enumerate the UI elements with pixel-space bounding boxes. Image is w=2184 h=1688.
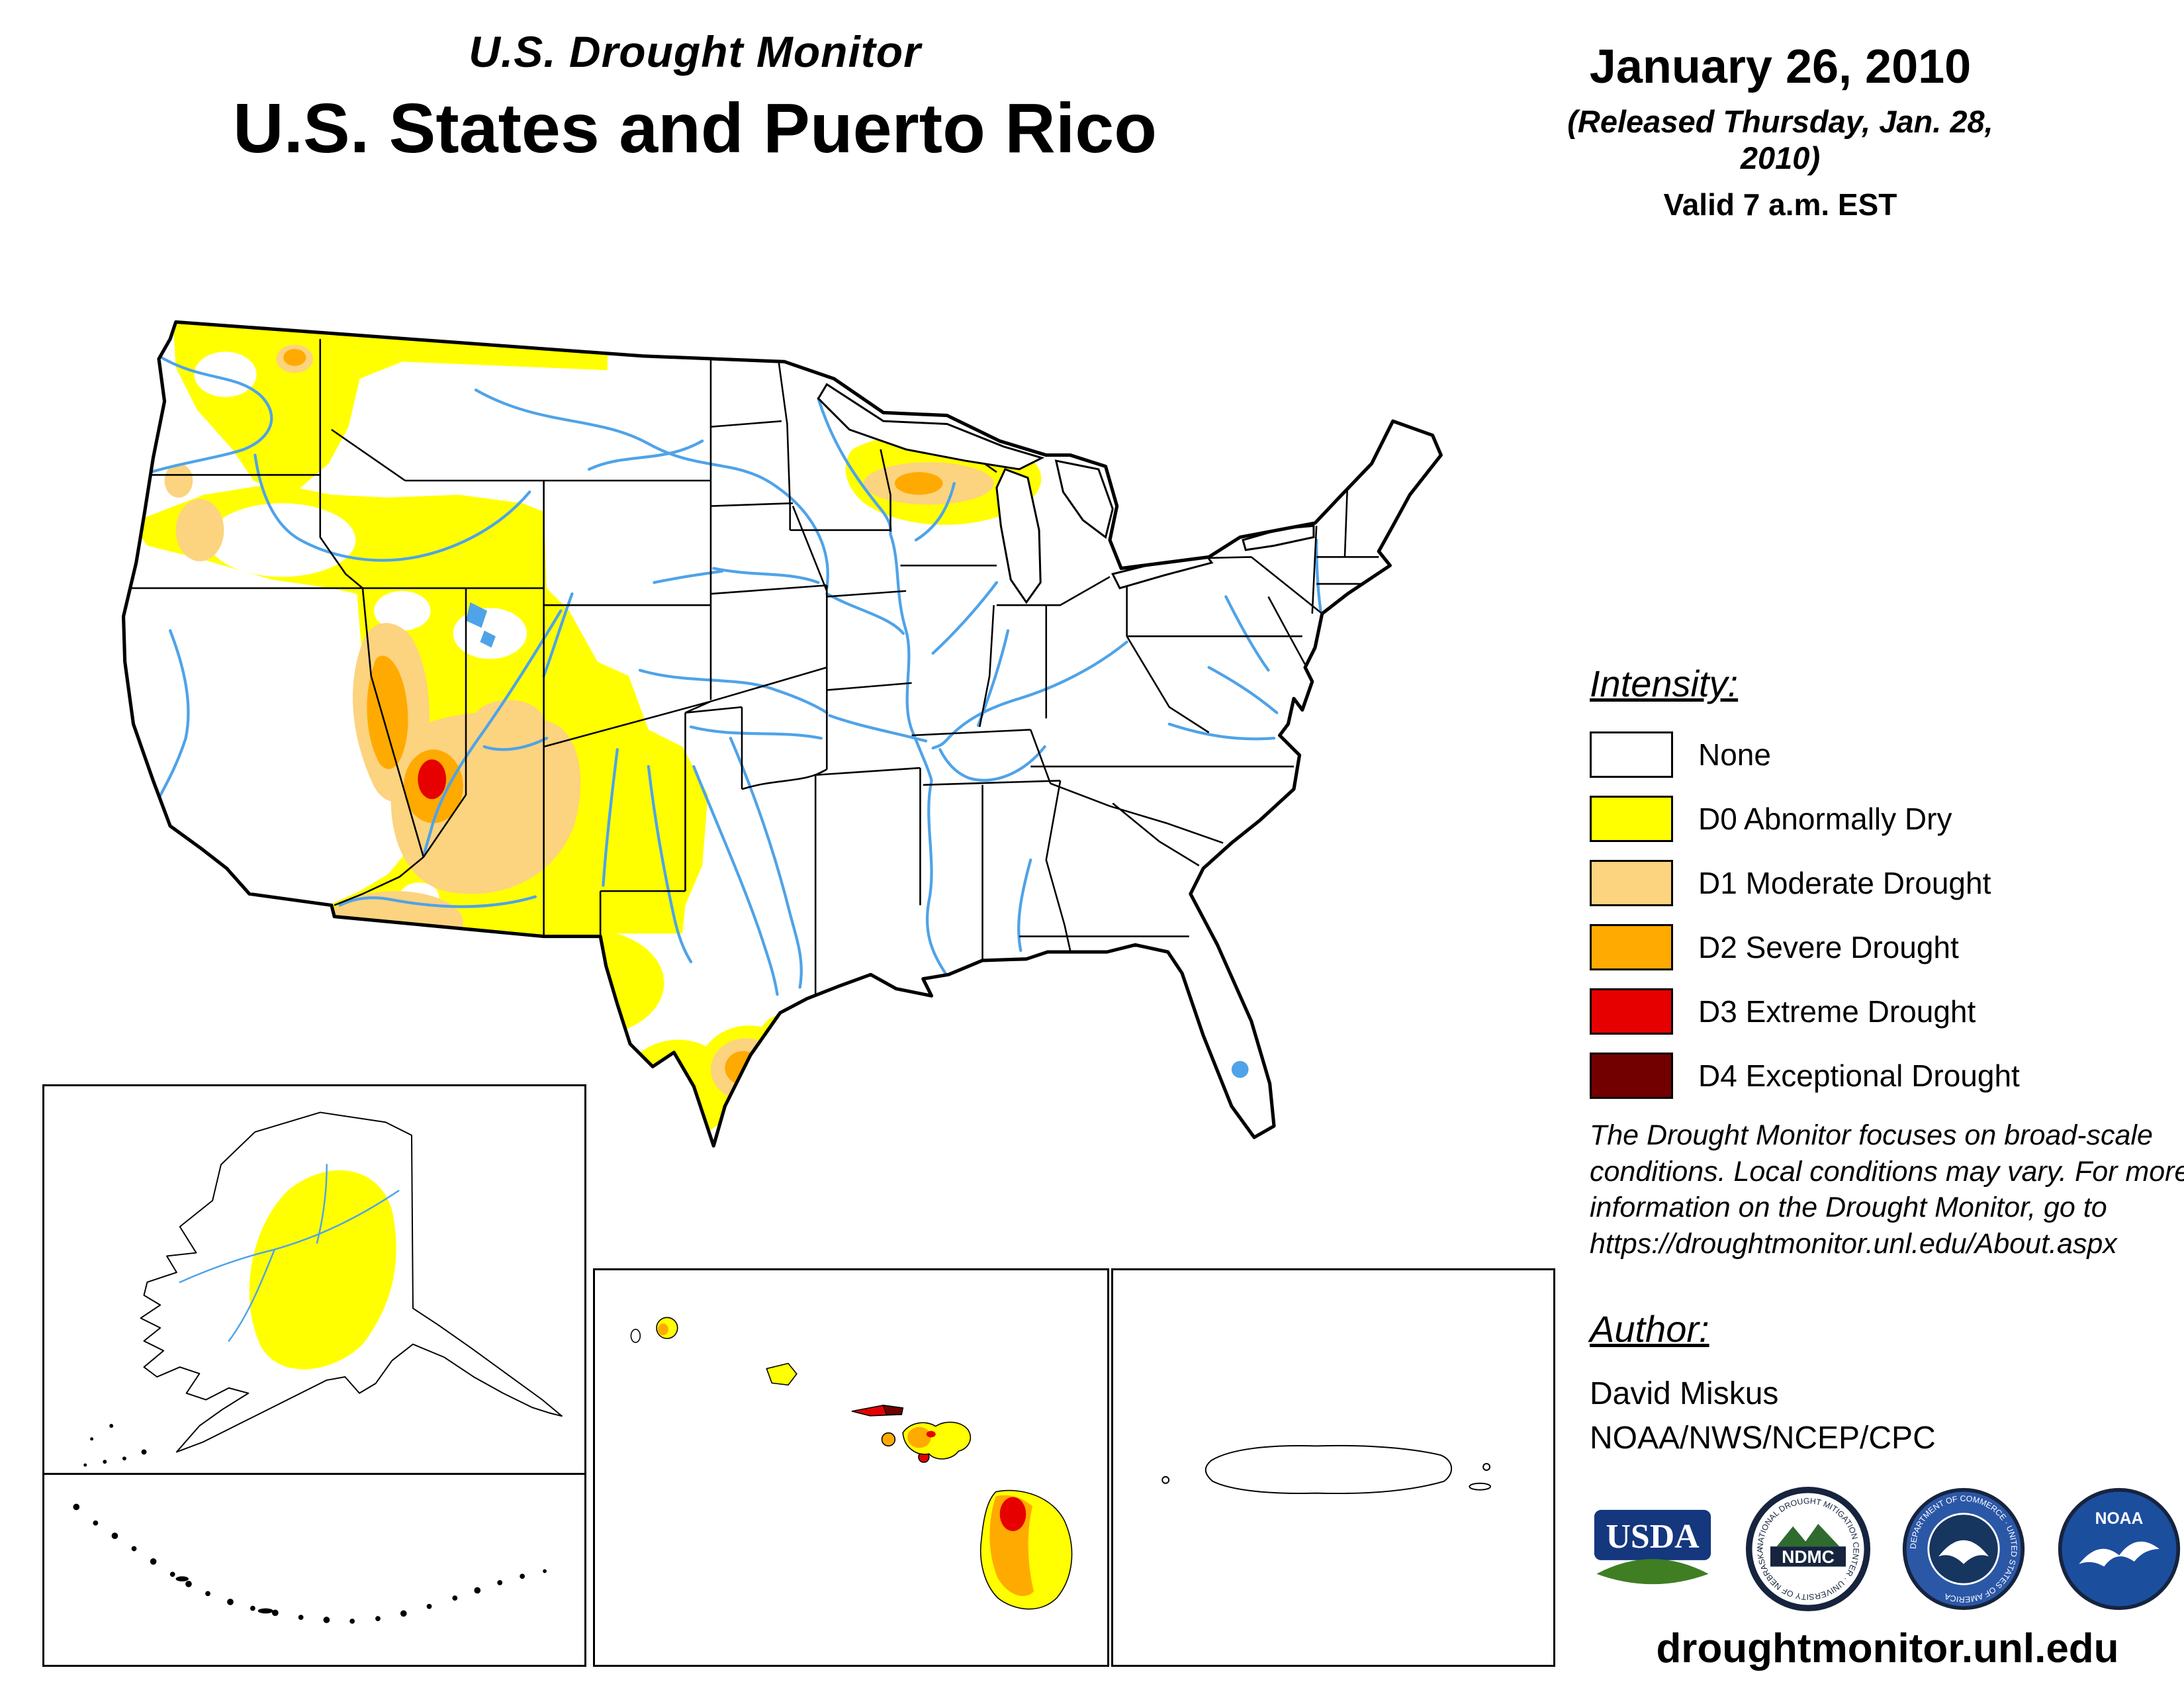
island-mona [1161, 1476, 1170, 1484]
legend-swatch-d1 [1590, 860, 1673, 906]
legend-item-none: None [1590, 731, 2184, 778]
island-lanai [881, 1432, 896, 1447]
d2-region-nevada [367, 655, 408, 769]
d2-region-wisconsin [894, 472, 943, 495]
released-date: (Released Thursday, Jan. 28, 2010) [1567, 104, 1993, 175]
map-date: January 26, 2010 [1589, 40, 1972, 93]
d1-region-northwest-oregon [164, 463, 193, 498]
lake-huron [1054, 459, 1114, 539]
legend-heading: Intensity: [1590, 663, 1739, 704]
puerto-rico-map [1161, 1444, 1491, 1495]
lake-okeechobee [1231, 1060, 1249, 1078]
legend-swatch-d2 [1590, 924, 1673, 970]
legend-item-d1: D1 Moderate Drought [1590, 860, 2184, 906]
island-niihau [630, 1329, 641, 1343]
legend-swatch-d4 [1590, 1053, 1673, 1099]
author-heading: Author: [1590, 1308, 1709, 1350]
aleutians-inset [42, 1473, 586, 1667]
island-puerto-rico [1205, 1444, 1452, 1495]
hawaii-map [630, 1317, 1073, 1610]
svg-text:NDMC: NDMC [1782, 1547, 1835, 1567]
alaska-map [83, 1111, 563, 1467]
d0-region-texas-coast [750, 1015, 807, 1129]
lake-superior [817, 383, 1045, 471]
noaa-logo: NOAA [2058, 1487, 2181, 1611]
lake-michigan [995, 467, 1042, 604]
kauai-d2-spot [658, 1323, 668, 1336]
maui-d2-area [907, 1427, 931, 1448]
alaska-outline [140, 1111, 563, 1453]
author-block: Author: David Miskus NOAA/NWS/NCEP/CPC [1590, 1307, 2184, 1456]
alaska-inset [42, 1084, 586, 1475]
d1-region-texas-coast [756, 1063, 790, 1115]
date-block: January 26, 2010 (Released Thursday, Jan… [1542, 40, 2019, 222]
great-salt-lake [466, 602, 488, 628]
d1-region-south-utah [473, 700, 544, 743]
logo-row: USDA NATIONAL DROUGHT MITIGATION CENTER … [1590, 1483, 2184, 1615]
d0-region-west-texas [508, 929, 664, 1037]
legend: Intensity: None D0 Abnormally Dry D1 Mod… [1590, 662, 2184, 1117]
page-title: U.S. States and Puerto Rico [233, 89, 1157, 167]
legend-swatch-none [1590, 731, 1673, 778]
legend-swatch-d3 [1590, 988, 1673, 1035]
legend-label-d2: D2 Severe Drought [1698, 930, 1959, 964]
d1-region-south-texas [710, 1038, 782, 1101]
svg-text:NOAA: NOAA [2095, 1510, 2144, 1528]
d1-region-west-oregon [175, 498, 224, 561]
disclaimer-text: The Drought Monitor focuses on broad-sca… [1590, 1119, 2184, 1260]
d0-region-alaska [249, 1170, 396, 1370]
none-hole-central-washington [194, 352, 257, 397]
none-hole-north-nevada [374, 590, 431, 631]
valid-time: Valid 7 a.m. EST [1663, 187, 1897, 222]
legend-label-d4: D4 Exceptional Drought [1698, 1058, 2020, 1093]
conus-drought-layers [123, 322, 1379, 1139]
svg-text:USDA: USDA [1606, 1517, 1700, 1555]
author-org: NOAA/NWS/NCEP/CPC [1590, 1421, 1936, 1456]
d3-region-arizona [418, 759, 447, 800]
aleutians-map [73, 1503, 547, 1624]
alaska-small-islands [83, 1424, 147, 1467]
island-vieques [1469, 1482, 1491, 1491]
state-boundaries [123, 339, 1379, 999]
legend-label-none: None [1698, 737, 1771, 772]
utah-lake [480, 630, 496, 648]
island-oahu [766, 1362, 797, 1386]
legend-item-d0: D0 Abnormally Dry [1590, 796, 2184, 842]
legend-label-d0: D0 Abnormally Dry [1698, 802, 1952, 836]
maui-d3-spot [926, 1430, 936, 1438]
site-url: droughtmonitor.unl.edu [1656, 1626, 2119, 1671]
author-name: David Miskus [1590, 1376, 1779, 1411]
legend-item-d2: D2 Severe Drought [1590, 924, 2184, 970]
conus-map [121, 320, 1443, 1148]
hawaii-inset [593, 1268, 1109, 1667]
island-molokai-east [882, 1405, 904, 1415]
d2-region-idaho-panhandle [283, 349, 306, 366]
legend-label-d1: D1 Moderate Drought [1698, 866, 1991, 900]
island-culebra [1482, 1463, 1490, 1471]
rivers [140, 354, 1322, 996]
legend-swatch-d0 [1590, 796, 1673, 842]
aleutian-islands [73, 1503, 547, 1624]
hawaii-d3-spot [999, 1497, 1026, 1532]
conus-outline [121, 320, 1443, 1148]
legend-item-d4: D4 Exceptional Drought [1590, 1053, 2184, 1099]
great-lakes [817, 383, 1315, 604]
report-kicker: U.S. Drought Monitor [469, 27, 921, 76]
commerce-logo: DEPARTMENT OF COMMERCE · UNITED STATES O… [1902, 1487, 2025, 1611]
legend-item-d3: D3 Extreme Drought [1590, 988, 2184, 1035]
title-block: U.S. Drought Monitor U.S. States and Pue… [99, 26, 1291, 169]
legend-label-d3: D3 Extreme Drought [1698, 994, 1976, 1029]
usda-logo: USDA [1594, 1509, 1711, 1584]
puerto-rico-inset [1111, 1268, 1555, 1667]
none-hole-central-oregon [208, 503, 356, 577]
ndmc-logo: NATIONAL DROUGHT MITIGATION CENTER · UNI… [1745, 1486, 1871, 1612]
